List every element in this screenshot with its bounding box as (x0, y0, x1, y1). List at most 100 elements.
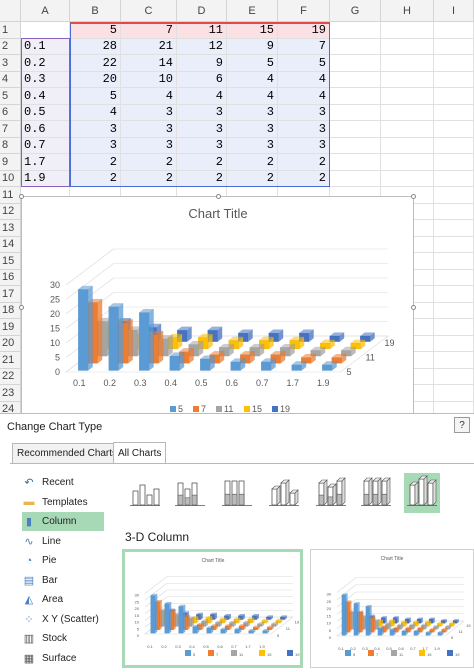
cell[interactable] (330, 104, 381, 121)
resize-handle-left[interactable] (19, 305, 24, 310)
cell[interactable]: 22 (70, 55, 121, 72)
cell[interactable] (434, 368, 474, 385)
cell[interactable] (381, 88, 434, 105)
3d-stacked-column-icon[interactable] (313, 473, 349, 513)
chart-type-column[interactable]: ▮ Column (22, 512, 104, 531)
cell[interactable] (434, 220, 474, 237)
chart-type-pie[interactable]: ◔ Pie (22, 551, 104, 570)
cell[interactable]: 21 (121, 38, 177, 55)
column-header-i[interactable]: I (434, 0, 474, 22)
cell[interactable]: 12 (177, 38, 227, 55)
cell[interactable]: 3 (227, 121, 278, 138)
cell[interactable] (330, 38, 381, 55)
clustered-column-icon[interactable] (127, 473, 163, 513)
cell[interactable]: 2 (70, 170, 121, 187)
cell[interactable] (330, 22, 381, 39)
cell[interactable]: 7 (121, 22, 177, 39)
cell[interactable] (381, 38, 434, 55)
cell[interactable] (381, 71, 434, 88)
chart-bar[interactable] (138, 308, 155, 371)
legend-label[interactable]: 7 (216, 652, 219, 657)
chart-bar[interactable] (452, 618, 460, 624)
cell[interactable] (330, 55, 381, 72)
chart-bar[interactable] (444, 624, 452, 630)
row-header-18[interactable]: 18 (0, 302, 21, 319)
chart-bar[interactable] (359, 332, 376, 343)
select-all-corner[interactable] (0, 0, 21, 22)
cell[interactable] (434, 187, 474, 204)
resize-handle-top[interactable] (216, 194, 221, 199)
cell[interactable]: 3 (177, 137, 227, 154)
row-header-3[interactable]: 3 (0, 55, 21, 72)
cell[interactable] (381, 121, 434, 138)
cell[interactable]: 3 (177, 121, 227, 138)
cell[interactable] (434, 203, 474, 220)
cell[interactable] (330, 88, 381, 105)
chart-bar[interactable] (178, 604, 186, 634)
resize-handle-top-right[interactable] (411, 194, 416, 199)
cell[interactable]: 10 (121, 71, 177, 88)
chart-bar[interactable] (401, 629, 408, 636)
cell[interactable] (330, 170, 381, 187)
cell[interactable]: 2 (121, 154, 177, 171)
chart-bar[interactable] (429, 627, 436, 633)
cell[interactable] (434, 154, 474, 171)
cell[interactable]: 0.4 (21, 88, 70, 105)
cell[interactable] (381, 104, 434, 121)
cell[interactable] (381, 137, 434, 154)
cell[interactable] (381, 154, 434, 171)
cell[interactable] (434, 385, 474, 402)
legend-label[interactable]: 7 (201, 404, 206, 414)
cell[interactable] (434, 170, 474, 187)
cell[interactable]: 2 (278, 154, 330, 171)
cell[interactable] (434, 352, 474, 369)
chart-type-bar[interactable]: ▤ Bar (22, 571, 104, 590)
cell[interactable] (434, 104, 474, 121)
legend-label[interactable]: 5 (193, 652, 196, 657)
cell[interactable]: 3 (227, 104, 278, 121)
row-header-11[interactable]: 11 (0, 187, 21, 204)
cell[interactable]: 0.1 (21, 38, 70, 55)
cell[interactable]: 3 (278, 104, 330, 121)
chart-type-area[interactable]: ◭ Area (22, 590, 104, 609)
chart-bar[interactable] (329, 332, 345, 343)
cell[interactable]: 0.3 (21, 71, 70, 88)
row-header-17[interactable]: 17 (0, 286, 21, 303)
cell[interactable] (434, 286, 474, 303)
chart-bar[interactable] (436, 621, 444, 627)
row-header-21[interactable]: 21 (0, 352, 21, 369)
cell[interactable]: 2 (227, 170, 278, 187)
row-header-4[interactable]: 4 (0, 71, 21, 88)
chart-bar[interactable] (108, 302, 124, 371)
cell[interactable]: 6 (177, 71, 227, 88)
cell[interactable] (330, 121, 381, 138)
chart-bar[interactable] (252, 625, 261, 631)
chart-bar[interactable] (279, 615, 288, 621)
cell[interactable]: 9 (227, 38, 278, 55)
chart-bar[interactable] (300, 353, 317, 364)
chart-bar[interactable] (233, 617, 241, 624)
legend-label[interactable]: 15 (427, 652, 432, 657)
chart-bar[interactable] (169, 352, 185, 371)
cell[interactable]: 1.7 (21, 154, 70, 171)
cell[interactable] (330, 71, 381, 88)
column-header-e[interactable]: E (227, 0, 278, 22)
chart-bar[interactable] (230, 358, 246, 371)
cell[interactable]: 3 (70, 137, 121, 154)
cell[interactable]: 4 (70, 104, 121, 121)
cell[interactable] (434, 302, 474, 319)
row-header-8[interactable]: 8 (0, 137, 21, 154)
column-header-f[interactable]: F (278, 0, 330, 22)
chart-type-x-y-scatter[interactable]: ⁘ X Y (Scatter) (22, 610, 104, 629)
cell[interactable]: 3 (121, 137, 177, 154)
cell[interactable]: 3 (177, 104, 227, 121)
chart-bar[interactable] (200, 619, 209, 627)
chart-bar[interactable] (261, 618, 269, 624)
cell[interactable] (434, 55, 474, 72)
cell[interactable]: 4 (227, 88, 278, 105)
column-header-d[interactable]: D (177, 0, 227, 22)
chart-bar[interactable] (265, 615, 274, 621)
cell[interactable] (434, 253, 474, 270)
chart-bar[interactable] (389, 627, 396, 636)
chart-bar[interactable] (353, 601, 360, 636)
